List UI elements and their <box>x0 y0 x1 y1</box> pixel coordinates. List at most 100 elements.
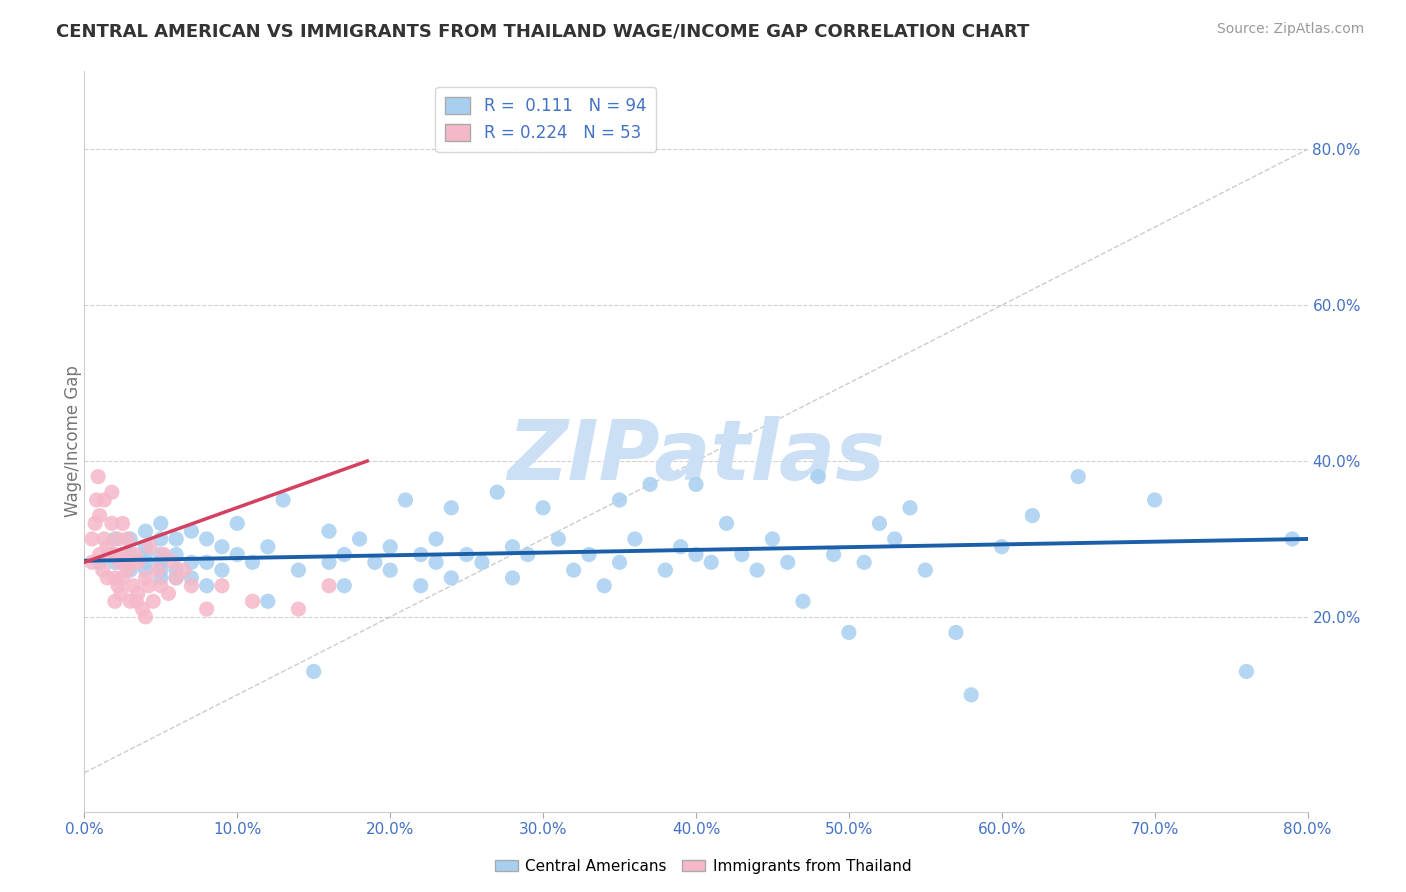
Point <box>287 563 309 577</box>
Text: CENTRAL AMERICAN VS IMMIGRANTS FROM THAILAND WAGE/INCOME GAP CORRELATION CHART: CENTRAL AMERICAN VS IMMIGRANTS FROM THAI… <box>56 22 1029 40</box>
Legend: Central Americans, Immigrants from Thailand: Central Americans, Immigrants from Thail… <box>489 853 917 880</box>
Point <box>302 665 325 679</box>
Point <box>456 548 478 562</box>
Point <box>149 516 172 531</box>
Point <box>609 493 631 508</box>
Point <box>823 548 845 562</box>
Point <box>165 532 187 546</box>
Point <box>195 555 218 569</box>
Point <box>101 485 124 500</box>
Point <box>471 555 494 569</box>
Point <box>226 548 249 562</box>
Point <box>502 540 524 554</box>
Point <box>776 555 799 569</box>
Point <box>165 571 187 585</box>
Point <box>792 594 814 608</box>
Point <box>1067 469 1090 483</box>
Point <box>89 508 111 523</box>
Point <box>104 571 127 585</box>
Point <box>93 493 115 508</box>
Point <box>364 555 387 569</box>
Point <box>108 555 131 569</box>
Point <box>409 548 432 562</box>
Point <box>120 532 142 546</box>
Point <box>165 571 187 585</box>
Point <box>380 563 402 577</box>
Point <box>89 548 111 562</box>
Point <box>180 555 202 569</box>
Point <box>409 579 432 593</box>
Point <box>318 579 340 593</box>
Point <box>638 477 661 491</box>
Point <box>120 563 142 577</box>
Point <box>685 548 707 562</box>
Point <box>146 563 169 577</box>
Point <box>211 579 233 593</box>
Point <box>157 586 180 600</box>
Point <box>125 594 148 608</box>
Point <box>1143 493 1166 508</box>
Point <box>593 579 616 593</box>
Point <box>380 540 402 554</box>
Point <box>654 563 676 577</box>
Point <box>120 548 142 562</box>
Point <box>531 500 554 515</box>
Point <box>731 548 754 562</box>
Point <box>747 563 769 577</box>
Point <box>111 571 134 585</box>
Point <box>195 602 218 616</box>
Point <box>86 493 108 508</box>
Point <box>318 524 340 538</box>
Point <box>93 532 115 546</box>
Point <box>104 555 127 569</box>
Point <box>502 571 524 585</box>
Point <box>89 555 111 569</box>
Point <box>440 571 463 585</box>
Point <box>486 485 509 500</box>
Point <box>761 532 783 546</box>
Point <box>149 579 172 593</box>
Point <box>131 602 153 616</box>
Point <box>139 540 162 554</box>
Point <box>135 540 157 554</box>
Point <box>669 540 692 554</box>
Point <box>700 555 723 569</box>
Point <box>142 594 165 608</box>
Point <box>111 516 134 531</box>
Point <box>440 500 463 515</box>
Point <box>242 555 264 569</box>
Point <box>110 586 132 600</box>
Point <box>624 532 647 546</box>
Point <box>180 579 202 593</box>
Point <box>1281 532 1303 546</box>
Point <box>195 532 218 546</box>
Point <box>80 532 103 546</box>
Point <box>425 532 447 546</box>
Point <box>807 469 830 483</box>
Point <box>104 548 127 562</box>
Point <box>122 579 145 593</box>
Point <box>173 563 195 577</box>
Point <box>162 555 184 569</box>
Point <box>101 516 124 531</box>
Point <box>87 469 110 483</box>
Point <box>107 532 129 546</box>
Point <box>716 516 738 531</box>
Point <box>104 594 127 608</box>
Point <box>104 532 127 546</box>
Point <box>124 548 146 562</box>
Point <box>135 571 157 585</box>
Point <box>898 500 921 515</box>
Point <box>149 571 172 585</box>
Point <box>257 540 280 554</box>
Point <box>578 548 600 562</box>
Point <box>425 555 447 569</box>
Point <box>1021 508 1043 523</box>
Point <box>96 571 118 585</box>
Point <box>127 555 149 569</box>
Point <box>945 625 967 640</box>
Legend: R =  0.111   N = 94, R = 0.224   N = 53: R = 0.111 N = 94, R = 0.224 N = 53 <box>436 87 657 152</box>
Point <box>165 563 187 577</box>
Point <box>271 493 294 508</box>
Point <box>991 540 1014 554</box>
